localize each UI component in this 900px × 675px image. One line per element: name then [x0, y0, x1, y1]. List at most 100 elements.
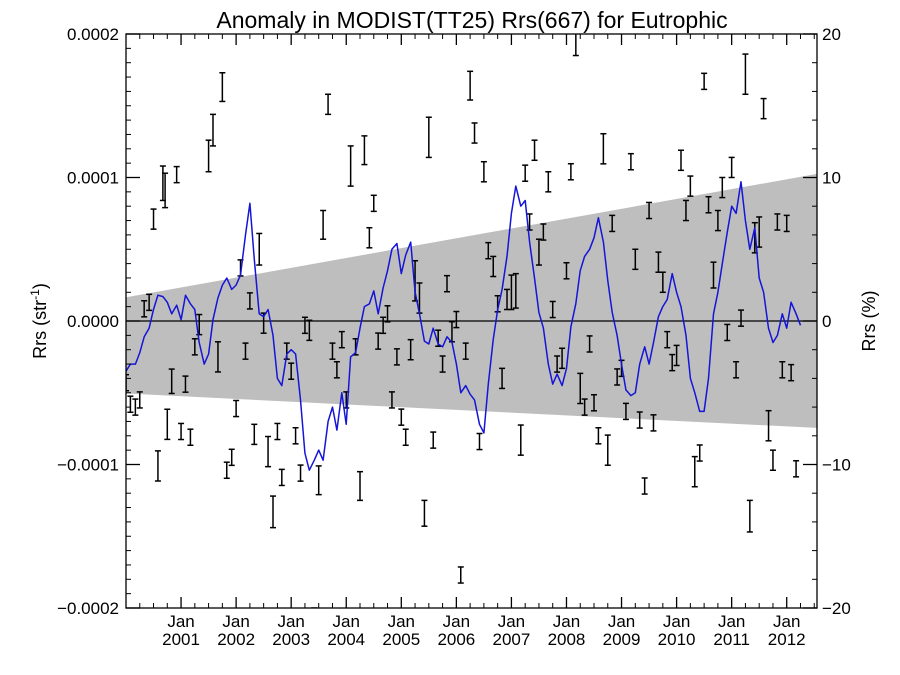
errorbar-point [540, 223, 547, 241]
x-tick-label-month: Jan [167, 612, 194, 631]
y-tick-label-left: 0.0001 [67, 169, 119, 188]
x-tick-label-year: 2007 [493, 630, 531, 649]
errorbar-point [760, 97, 767, 120]
errorbar-point [604, 434, 611, 466]
errorbar-point [581, 398, 588, 416]
y-tick-label-right: 10 [822, 169, 841, 188]
errorbar-point [315, 465, 322, 496]
errorbar-point [306, 319, 313, 342]
errorbar-point [678, 149, 685, 172]
errorbar-point [141, 300, 148, 318]
x-tick-label-month: Jan [608, 612, 635, 631]
errorbar-point [545, 171, 552, 193]
errorbar-point [673, 344, 680, 367]
errorbar-point [793, 460, 800, 478]
y-tick-label-left: −0.0002 [57, 599, 119, 618]
errorbar-point [765, 409, 772, 442]
errorbar-point [164, 408, 171, 441]
errorbar-point [659, 271, 666, 294]
errorbar-point [664, 330, 671, 349]
errorbar-point [162, 172, 169, 209]
errorbar-point [361, 135, 368, 166]
errorbar-point [586, 335, 593, 353]
errorbar-point [297, 464, 304, 482]
errorbar-point [288, 362, 295, 381]
errorbar-point [126, 373, 129, 392]
errorbar-point [325, 93, 332, 116]
errorbar-point [205, 139, 212, 173]
errorbar-point [480, 160, 487, 183]
errorbar-point [632, 248, 639, 271]
x-tick-label-year: 2006 [437, 630, 475, 649]
errorbar-point [746, 499, 753, 533]
errorbar-point [146, 293, 153, 312]
y-tick-label-right: 20 [822, 25, 841, 44]
x-tick-label-month: Jan [388, 612, 415, 631]
errorbar-point [270, 495, 277, 529]
errorbar-point [407, 338, 414, 361]
errorbar-point [535, 238, 542, 266]
errorbar-point [696, 444, 703, 462]
x-tick-label-month: Jan [443, 612, 470, 631]
errorbar-point [554, 355, 561, 373]
x-tick-label-year: 2003 [272, 630, 310, 649]
errorbar-point [357, 470, 364, 502]
y-tick-label-right: 0 [822, 312, 831, 331]
y-tick-label-right: −20 [822, 599, 851, 618]
errorbar-point [366, 226, 373, 249]
errorbar-point [508, 274, 515, 311]
errorbar-point [522, 164, 529, 182]
x-tick-label-month: Jan [718, 612, 745, 631]
errorbar-point [388, 391, 395, 409]
x-tick-label-month: Jan [498, 612, 525, 631]
errorbar-point [609, 214, 616, 233]
errorbar-point [178, 422, 185, 441]
errorbar-point [196, 313, 203, 336]
x-tick-label-month: Jan [333, 612, 360, 631]
errorbar-point [320, 209, 327, 240]
errorbar-point [278, 468, 285, 487]
errorbar-point [788, 363, 795, 382]
errorbar-point [646, 201, 653, 220]
errorbar-point [614, 368, 621, 386]
x-tick-label-year: 2004 [327, 630, 365, 649]
x-tick-label-year: 2010 [658, 630, 696, 649]
x-tick-label-year: 2012 [768, 630, 806, 649]
errorbar-point [669, 353, 676, 372]
errorbar-point [779, 361, 786, 379]
errorbar-point [476, 432, 483, 451]
errorbar-point [329, 342, 336, 360]
errorbar-point [769, 449, 776, 471]
y-tick-label-right: −10 [822, 456, 851, 475]
y-tick-label-left: −0.0001 [57, 456, 119, 475]
errorbar-point [728, 156, 735, 179]
chart-title: Anomaly in MODIST(TT25) Rrs(667) for Eut… [216, 7, 727, 33]
errorbar-point [228, 448, 235, 467]
x-tick-label-year: 2009 [603, 630, 641, 649]
errorbar-point [256, 232, 263, 266]
errorbar-point [600, 132, 607, 165]
y-axis-label-left-close: ) [30, 283, 50, 289]
x-tick-label-month: Jan [277, 612, 304, 631]
errorbar-point [733, 361, 740, 379]
errorbar-point [132, 398, 139, 416]
errorbar-point [559, 347, 566, 370]
errorbar-point [622, 402, 629, 421]
errorbar-point [710, 261, 717, 289]
errorbar-point [173, 165, 180, 184]
errorbar-point [251, 423, 258, 446]
errorbar-point [219, 71, 226, 103]
errorbar-point [595, 427, 602, 445]
errorbar-point [457, 566, 464, 584]
errorbar-point [742, 53, 749, 96]
errorbar-point [347, 145, 354, 187]
errorbar-point [201, 0, 207, 21]
x-tick-label-month: Jan [663, 612, 690, 631]
errorbar-point [187, 428, 194, 447]
y-axis-label-left: Rrs (str-1) [28, 283, 50, 359]
errorbar-point [687, 175, 694, 197]
errorbar-point [485, 241, 492, 260]
y-axis-label-right: Rrs (%) [859, 291, 879, 352]
errorbar-point [462, 342, 469, 360]
